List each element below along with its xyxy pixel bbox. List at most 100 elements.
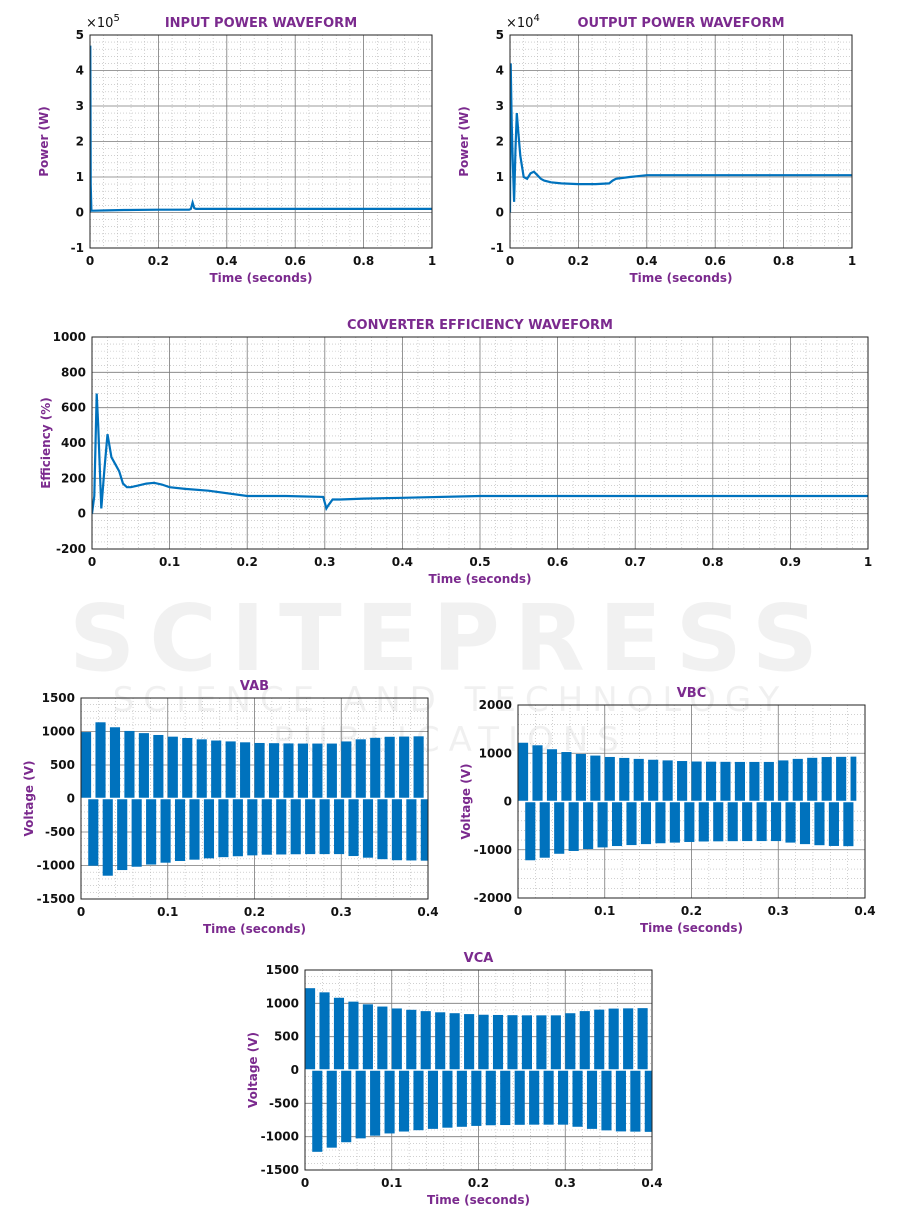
waveform-positive-pulse (705, 761, 717, 802)
waveform-positive-pulse (377, 1006, 388, 1070)
y-tick-label: 3 (76, 99, 84, 113)
waveform-negative-pulse (427, 1070, 439, 1129)
waveform-negative-pulse (828, 801, 839, 846)
vbc-chart: 0 0.1 0.2 0.3 0.4 -2000 -1000 0 1000 2000 VBC Time … (459, 686, 876, 935)
plot-frame (89, 34, 433, 249)
y-tick-label: 3 (496, 99, 504, 113)
waveform-positive-pulse (464, 1014, 475, 1070)
x-tick-label: 0.4 (641, 1176, 662, 1190)
waveform-negative-pulse (218, 798, 229, 858)
waveform-positive-pulse (326, 743, 337, 799)
waveform-positive-pulse (836, 756, 847, 802)
y-tick-label: 0 (76, 206, 84, 220)
y-tick-label: 0 (496, 206, 504, 220)
y-tick-label: 1000 (266, 996, 299, 1010)
waveform-negative-pulse (348, 798, 359, 857)
y-tick-label: -1000 (474, 843, 512, 857)
waveform-positive-pulse (619, 757, 630, 802)
x-tick-label: 0.1 (159, 555, 180, 569)
chart-title: VAB (240, 679, 269, 694)
y-tick-label: -500 (45, 825, 75, 839)
waveform-positive-pulse (109, 727, 121, 799)
waveform-negative-pulse (174, 798, 186, 862)
waveform-negative-pulse (160, 798, 171, 863)
waveform-negative-pulse (799, 801, 811, 845)
y-tick-label: 1500 (42, 691, 75, 705)
waveform-negative-pulse (203, 798, 215, 859)
x-tick-label: 0.2 (148, 254, 169, 268)
y-tick-label: 800 (61, 365, 86, 379)
waveform-negative-pulse (117, 798, 128, 871)
waveform-negative-pulse (341, 1070, 352, 1143)
waveform-negative-pulse (485, 1070, 496, 1126)
waveform-positive-pulse (536, 1015, 547, 1070)
waveform-positive-pulse (561, 752, 572, 802)
waveform-negative-pulse (698, 801, 709, 842)
x-tick-label: 0.2 (244, 905, 265, 919)
waveform-positive-pulse (196, 739, 207, 799)
waveform-positive-pulse (478, 1014, 489, 1070)
waveform-negative-pulse (384, 1070, 395, 1134)
waveform-positive-pulse (297, 743, 308, 799)
waveform-negative-pulse (319, 798, 330, 855)
waveform-positive-pulse (153, 734, 164, 799)
waveform-positive-pulse (138, 733, 149, 799)
waveform-negative-pulse (669, 801, 680, 843)
waveform-positive-pulse (821, 757, 832, 802)
waveform-positive-pulse (579, 1011, 590, 1070)
waveform-positive-pulse (420, 1011, 431, 1070)
waveform-negative-pulse (655, 801, 666, 844)
y-axis-label: Voltage (V) (246, 1032, 260, 1108)
input-power-chart: 0 0.2 0.4 0.6 0.8 1 -1 0 1 2 3 4 5 INPUT POWER WAVEFO… (0, 0, 450, 300)
waveform-negative-pulse (131, 798, 142, 867)
waveform-positive-pulse (254, 742, 265, 799)
waveform-negative-pulse (568, 801, 579, 851)
x-tick-label: 0 (506, 254, 514, 268)
x-axis-label: Time (seconds) (640, 921, 743, 935)
waveform-positive-pulse (384, 736, 395, 799)
waveform-negative-pulse (247, 798, 258, 856)
waveform-positive-pulse (413, 736, 424, 799)
waveform-negative-pulse (276, 798, 287, 855)
waveform-negative-pulse (189, 798, 200, 860)
waveform-negative-pulse (88, 798, 99, 866)
waveform-positive-pulse (283, 743, 294, 799)
waveform-negative-pulse (471, 1070, 482, 1126)
y-axis-label: Power (W) (457, 106, 471, 177)
waveform-negative-pulse (814, 801, 825, 846)
waveform-positive-pulse (792, 758, 803, 802)
waveform-positive-pulse (532, 745, 543, 802)
x-axis-label: Time (seconds) (629, 271, 732, 285)
y-tick-label: 4 (76, 64, 84, 78)
x-tick-label: 1 (428, 254, 436, 268)
chart-title: VBC (677, 686, 707, 701)
waveform-negative-pulse (391, 798, 402, 861)
efficiency-chart: 0 0.1 0.2 0.3 0.4 0.5 0.6 0.7 0.8 0.9 1 -200 0 200 400… (0, 0, 901, 600)
x-tick-label: 0.6 (705, 254, 726, 268)
waveform-negative-pulse (398, 1070, 410, 1132)
x-axis-label: Time (seconds) (203, 922, 306, 936)
waveform-positive-pulse (546, 749, 558, 802)
waveform-positive-pulse (594, 1009, 605, 1070)
waveform-positive-pulse (550, 1015, 561, 1070)
x-tick-label: 0.4 (216, 254, 237, 268)
waveform-positive-pulse (305, 988, 316, 1070)
x-tick-label: 0.1 (157, 905, 178, 919)
y-tick-label: 400 (61, 436, 86, 450)
waveform-negative-pulse (543, 1070, 554, 1125)
waveform-negative-pulse (785, 801, 796, 843)
waveform-positive-pulse (362, 1004, 373, 1070)
waveform-positive-pulse (182, 737, 193, 799)
waveform-positive-pulse (590, 755, 601, 802)
y-scale-exponent: 4 (533, 13, 539, 24)
waveform-positive-pulse (807, 757, 818, 802)
waveform-negative-pulse (611, 801, 623, 847)
y-tick-label: 1 (496, 170, 504, 184)
waveform-positive-pulse (211, 740, 222, 799)
vbc-plot: 0 0.1 0.2 0.3 0.4 -2000 -1000 0 1000 2000 VBC Time … (459, 686, 876, 935)
y-tick-label: -1000 (37, 859, 75, 873)
y-tick-label: 2 (76, 135, 84, 149)
x-tick-label: 0.2 (468, 1176, 489, 1190)
vab-waveform (81, 722, 428, 876)
waveform-negative-pulse (146, 798, 157, 865)
